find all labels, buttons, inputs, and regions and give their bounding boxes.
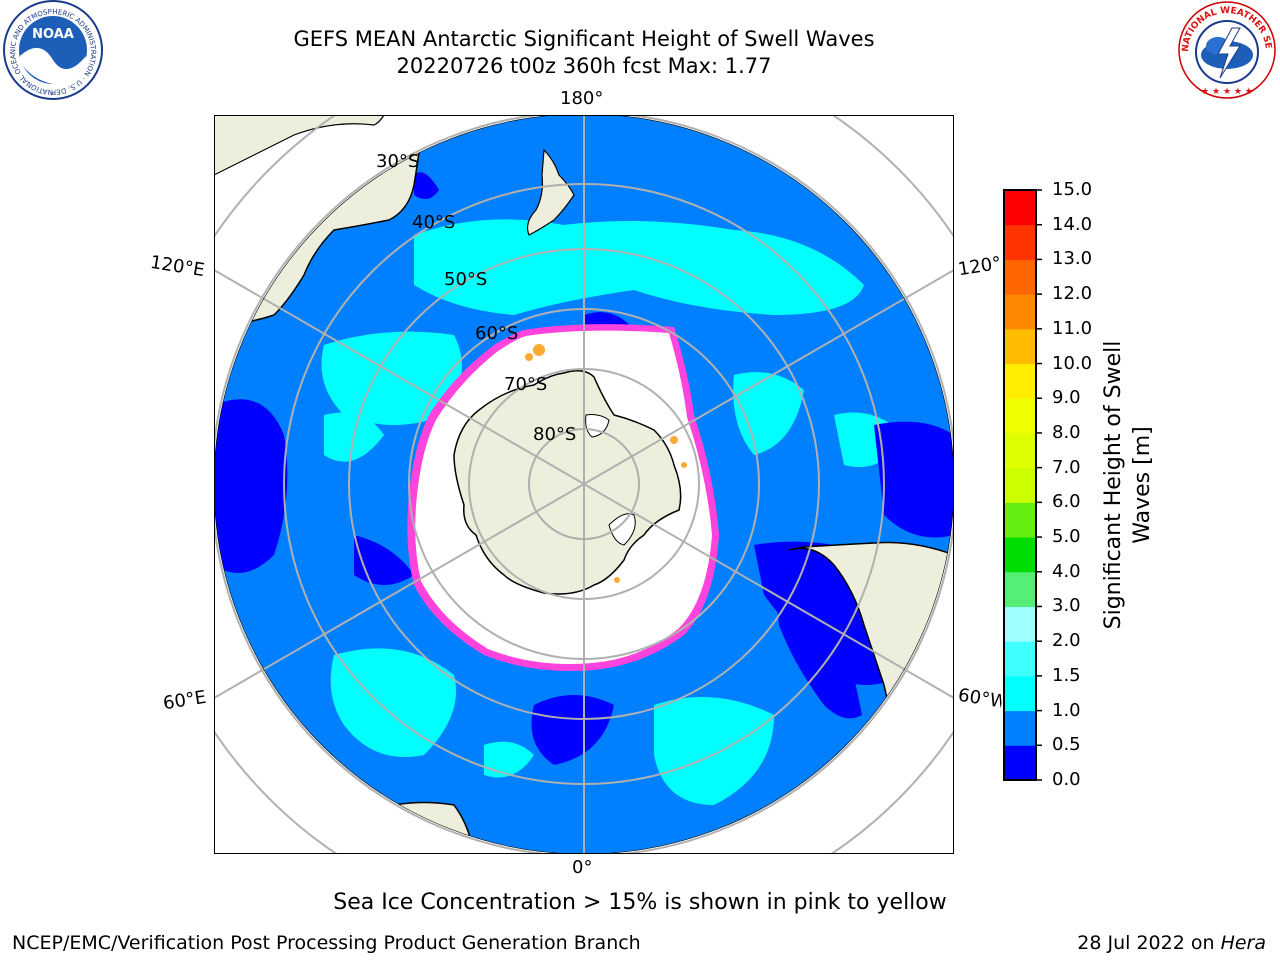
colorbar-tick-label: 8.0: [1052, 421, 1081, 443]
colorbar-tick-label: 1.0: [1052, 699, 1081, 721]
footer-host: Hera: [1220, 932, 1266, 954]
colorbar-bin: [1004, 398, 1036, 434]
lon-label-top: 180°: [560, 88, 604, 109]
colorbar-bin: [1004, 710, 1036, 746]
colorbar-tick-label: 9.0: [1052, 387, 1081, 409]
footer-date-text: 28 Jul 2022 on: [1077, 932, 1221, 954]
colorbar-tick-label: 11.0: [1052, 317, 1093, 339]
lat-label-40s: 40°S: [412, 212, 456, 233]
longitude-gridlines: [214, 115, 954, 854]
colorbar-bin: [1004, 675, 1036, 712]
colorbar-bin: [1004, 328, 1036, 365]
colorbar-bin: [1004, 363, 1036, 399]
colorbar: [1003, 189, 1042, 781]
colorbar-bin: [1004, 224, 1036, 260]
colorbar-title: Significant Height of Swell Waves [m]: [1101, 340, 1155, 630]
colorbar-tick-label: 15.0: [1052, 179, 1093, 200]
lat-label-60s: 60°S: [475, 323, 519, 344]
lat-label-30s: 30°S: [376, 151, 420, 172]
swell-cyan-patches: [321, 219, 904, 805]
antarctic-peninsula-shelf: [608, 513, 636, 546]
noaa-logo-text: NOAA: [32, 27, 74, 42]
colorbar-tick-label: 4.0: [1052, 560, 1081, 582]
colorbar-bin: [1004, 432, 1036, 469]
footer-credit: NCEP/EMC/Verification Post Processing Pr…: [12, 932, 641, 954]
land-outside-disc: [214, 115, 385, 176]
colorbar-frame: [1003, 189, 1037, 781]
colorbar-bin: [1004, 641, 1036, 677]
footer-date: 28 Jul 2022 on Hera: [1077, 932, 1266, 954]
new-zealand: [526, 148, 575, 236]
polar-map: [214, 115, 954, 854]
colorbar-tick-label: 5.0: [1052, 526, 1081, 548]
colorbar-tick-label: 12.0: [1052, 283, 1093, 305]
lat-label-80s: 80°S: [533, 424, 577, 445]
colorbar-bin: [1004, 467, 1036, 503]
colorbar-bin: [1004, 745, 1036, 781]
colorbar-bin: [1004, 190, 1036, 226]
colorbar-tick-label: 6.0: [1052, 491, 1081, 513]
colorbar-tick-label: 2.0: [1052, 630, 1081, 652]
sea-ice-orange-patches: [525, 344, 687, 583]
colorbar-bin: [1004, 571, 1036, 607]
colorbar-tick-label: 0.5: [1052, 734, 1081, 756]
lon-label-bottom: 0°: [572, 857, 593, 878]
nws-logo: NATIONAL WEATHER SERVICE ★ ★ ★ ★ ★: [1174, 0, 1276, 99]
chart-title: GEFS MEAN Antarctic Significant Height o…: [293, 27, 875, 51]
colorbar-tick-label: 14.0: [1052, 213, 1093, 235]
colorbar-bin: [1004, 537, 1036, 573]
sea-ice-note: Sea Ice Concentration > 15% is shown in …: [333, 890, 947, 915]
svg-text:★ ★ ★ ★ ★: ★ ★ ★ ★ ★: [1201, 87, 1253, 97]
colorbar-tick-label: 10.0: [1052, 352, 1093, 374]
colorbar-bin: [1004, 259, 1036, 295]
lon-label-lower-right: 60°W: [956, 684, 1004, 713]
lon-label-upper-right: 120°W: [956, 252, 1004, 281]
colorbar-bin: [1004, 606, 1036, 642]
lat-label-70s: 70°S: [504, 374, 548, 395]
colorbar-tick-label: 7.0: [1052, 456, 1081, 478]
colorbar-tick-label: 3.0: [1052, 595, 1081, 617]
colorbar-tick-label: 0.0: [1052, 769, 1081, 790]
colorbar-bin: [1004, 294, 1036, 330]
colorbar-tick-label: 13.0: [1052, 248, 1093, 270]
colorbar-tick-label: 1.5: [1052, 664, 1081, 686]
lon-label-upper-left: 120°E: [148, 251, 207, 282]
lon-label-lower-left: 60°E: [161, 686, 208, 715]
chart-subtitle: 20220726 t00z 360h fcst Max: 1.77: [396, 54, 772, 78]
colorbar-bin: [1004, 502, 1036, 538]
noaa-logo: NATIONAL OCEANIC AND ATMOSPHERIC ADMINIS…: [0, 0, 103, 100]
lat-label-50s: 50°S: [444, 269, 488, 290]
